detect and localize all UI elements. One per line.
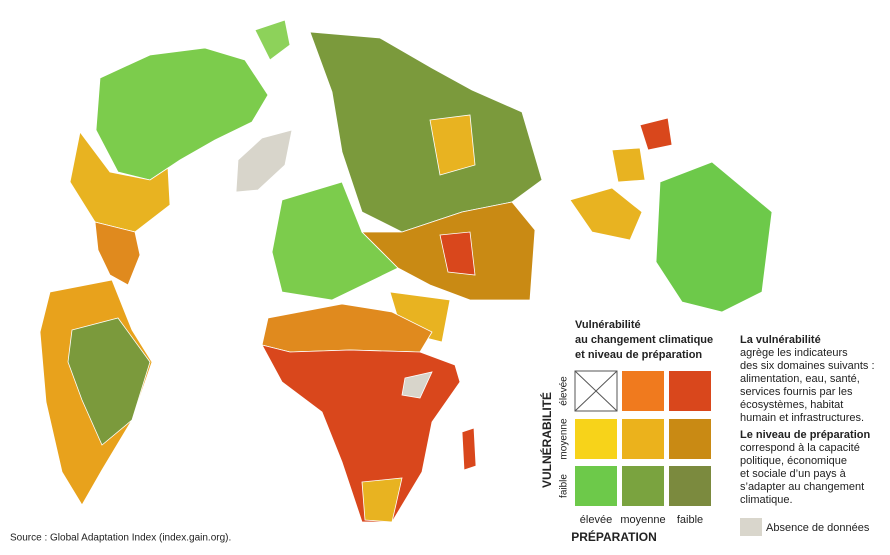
legend-cell — [622, 419, 664, 459]
y-label: élevée — [559, 376, 570, 406]
legend-title: et niveau de préparation — [575, 349, 702, 361]
europe — [271, 181, 399, 301]
north-america — [95, 47, 269, 181]
x-axis-title: PRÉPARATION — [571, 529, 657, 544]
x-label: faible — [677, 514, 703, 526]
japan — [639, 117, 673, 151]
southeast-asia — [569, 187, 643, 241]
greenland — [235, 129, 293, 193]
note-line: agrège les indicateurs — [740, 347, 848, 359]
central-asia — [429, 114, 476, 176]
note-line: politique, économique — [740, 455, 847, 467]
legend-cell — [575, 466, 617, 506]
y-label: moyenne — [559, 418, 570, 460]
legend-cell — [669, 371, 711, 411]
y-axis-title: VULNÉRABILITÉ — [539, 392, 554, 488]
no-data-swatch — [740, 518, 762, 536]
africa — [261, 344, 461, 523]
note-line: des six domaines suivants : — [740, 360, 875, 372]
legend: Absence de données VULNÉRABILITÉ PRÉPARA… — [539, 370, 870, 544]
note-line: services fournis par les — [740, 386, 853, 398]
madagascar — [461, 427, 477, 471]
note-line: alimentation, eau, santé, — [740, 373, 860, 385]
philippines — [611, 147, 646, 183]
note-line: humain et infrastructures. — [740, 412, 864, 424]
legend-cell — [622, 371, 664, 411]
note-line: climatique. — [740, 494, 793, 506]
world-map — [39, 19, 773, 523]
y-label: faible — [559, 474, 570, 498]
note-line: écosystèmes, habitat — [740, 399, 843, 411]
somalia — [401, 371, 433, 399]
legend-title: au changement climatique — [575, 334, 713, 346]
cross — [574, 370, 618, 412]
brazil — [67, 317, 151, 446]
source: Source : Global Adaptation Index (index.… — [10, 533, 231, 544]
legend-cell — [669, 466, 711, 506]
southern-africa — [361, 477, 403, 523]
note-line: s’adapter au changement — [740, 481, 864, 493]
legend-cell — [622, 466, 664, 506]
x-label: élevée — [580, 514, 612, 526]
alaska — [254, 19, 291, 61]
legend-cell — [669, 419, 711, 459]
central-america — [94, 221, 141, 286]
note-title: Le niveau de préparation — [740, 429, 870, 441]
legend-title: Vulnérabilité — [575, 319, 641, 331]
south-asia — [439, 231, 476, 276]
note-line: et sociale d’un pays à — [740, 468, 847, 480]
note-line: correspond à la capacité — [740, 442, 860, 454]
usa — [69, 131, 171, 233]
no-data-label: Absence de données — [766, 522, 870, 534]
x-label: moyenne — [620, 514, 665, 526]
australia — [655, 161, 773, 313]
legend-cell — [575, 419, 617, 459]
note-title: La vulnérabilité — [740, 334, 821, 346]
